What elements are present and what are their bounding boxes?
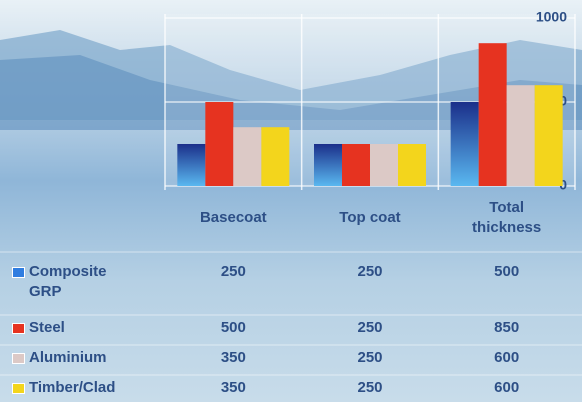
table-value: 350 <box>220 349 246 366</box>
legend-swatch <box>12 267 25 278</box>
legend-swatch <box>12 353 25 364</box>
bar <box>370 144 398 186</box>
y-tick-label: 0 <box>559 177 567 193</box>
bar <box>506 85 535 186</box>
x-tick-label: Basecoat <box>199 209 267 226</box>
bar <box>205 102 234 186</box>
table-lines <box>0 251 582 376</box>
bar <box>534 85 563 186</box>
legend-swatch <box>12 383 25 394</box>
table-value: 350 <box>220 379 246 396</box>
bar <box>342 144 370 186</box>
bar <box>398 144 426 186</box>
bar <box>233 127 262 186</box>
x-tick-label: Top coat <box>339 209 401 226</box>
table-value: 250 <box>357 319 383 336</box>
table-value: 250 <box>357 349 383 366</box>
legend-label: Steel <box>29 319 65 336</box>
bar <box>261 127 290 186</box>
table-value: 600 <box>494 379 520 396</box>
bar <box>314 144 342 186</box>
legend-label: Aluminium <box>29 349 107 366</box>
x-tick-label: Total thickness <box>472 199 542 236</box>
bar <box>478 43 507 187</box>
table-value: 600 <box>494 349 520 366</box>
legend-swatch <box>12 323 25 334</box>
table-value: 250 <box>220 263 246 280</box>
hills <box>0 55 582 130</box>
table-value: 500 <box>494 263 520 280</box>
bar <box>450 102 479 186</box>
y-tick-label: 1000 <box>536 9 567 25</box>
table-value: 250 <box>357 379 383 396</box>
legend-label: Timber/Clad <box>29 379 116 396</box>
table-value: 850 <box>494 319 520 336</box>
legend-label: Composite GRP <box>29 263 107 300</box>
table-value: 250 <box>357 263 383 280</box>
table-value: 500 <box>220 319 246 336</box>
bar <box>177 144 206 186</box>
